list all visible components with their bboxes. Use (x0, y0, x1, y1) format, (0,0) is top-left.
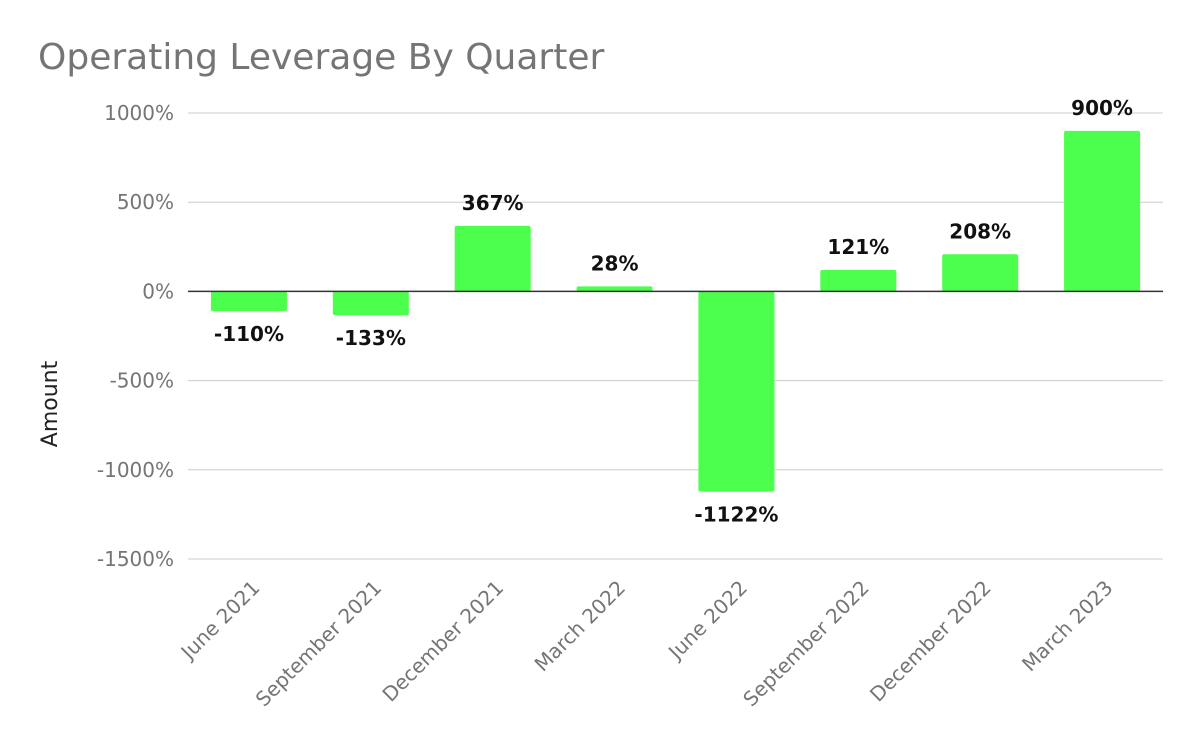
bar (698, 291, 775, 492)
y-axis-label: Amount (38, 360, 63, 447)
y-tick-label: 1000% (104, 101, 174, 125)
y-tick-label: 500% (117, 190, 174, 214)
bar (454, 225, 531, 292)
data-label: 900% (1071, 96, 1133, 120)
x-tick-label: March 2023 (1017, 576, 1118, 677)
y-tick-label: -500% (110, 369, 174, 393)
x-tick-label: September 2021 (251, 576, 387, 712)
data-label: -110% (214, 322, 284, 346)
bar (576, 286, 653, 292)
gridlines (188, 112, 1163, 560)
x-tick-label: September 2022 (738, 576, 874, 712)
x-tick-label: December 2022 (865, 576, 996, 707)
data-label: 28% (591, 251, 639, 275)
x-tick-label: June 2022 (662, 576, 752, 666)
x-tick-label: June 2021 (175, 576, 265, 666)
data-labels: -110% -133% 367% 28% -1122% 121% 208% 900% (214, 96, 1133, 527)
data-label: 208% (949, 219, 1011, 243)
y-axis-ticks: 1000% 500% 0% -500% -1000% -1500% (97, 101, 174, 571)
chart-title: Operating Leverage By Quarter (38, 37, 604, 78)
bar (210, 291, 287, 312)
bar (942, 254, 1019, 292)
data-label: 367% (462, 191, 524, 215)
bar (820, 269, 897, 292)
data-label: 121% (827, 235, 889, 259)
y-tick-label: -1500% (97, 547, 174, 571)
data-label: -1122% (694, 503, 778, 527)
y-tick-label: -1000% (97, 458, 174, 482)
bar (332, 291, 409, 316)
x-tick-label: March 2022 (530, 576, 631, 677)
data-label: -133% (336, 326, 406, 350)
x-tick-label: December 2021 (377, 576, 508, 707)
bars (210, 130, 1141, 492)
bar (1064, 130, 1141, 292)
y-tick-label: 0% (142, 279, 174, 303)
